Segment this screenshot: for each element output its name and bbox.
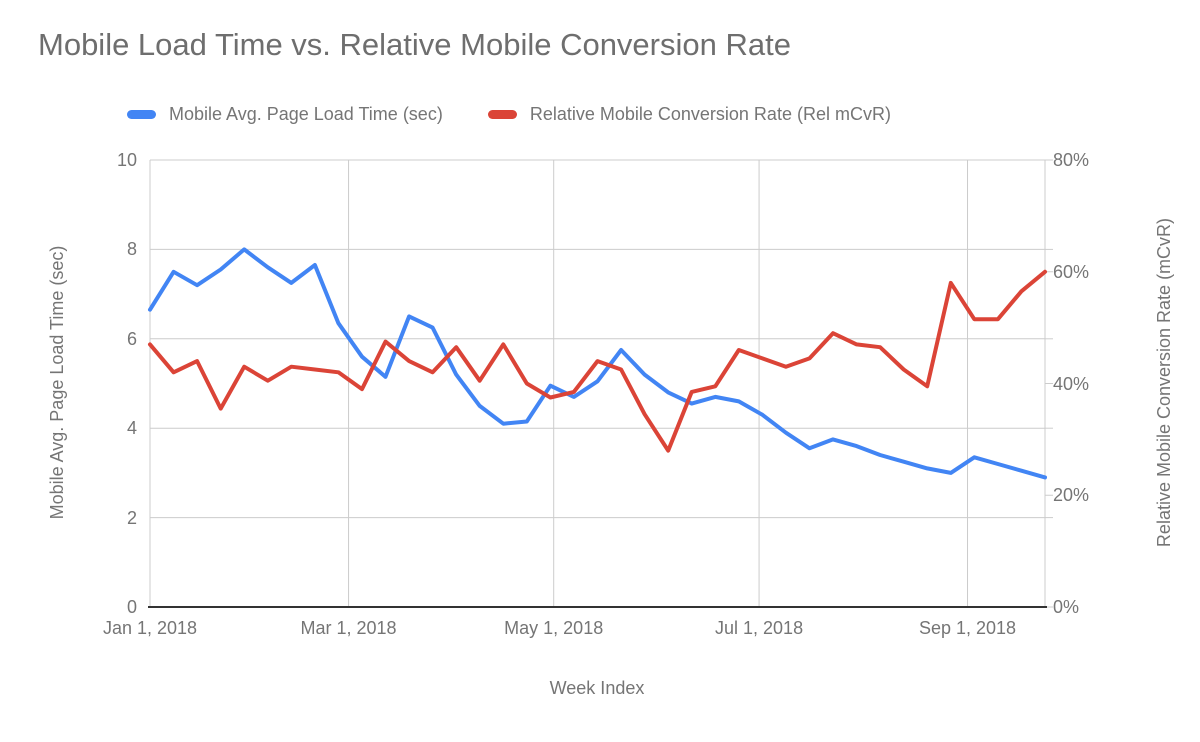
y-left-tick-label: 2: [126, 507, 137, 528]
x-tick-label: Jan 1, 2018: [102, 618, 198, 638]
y-left-tick-label: 10: [116, 150, 137, 170]
y-left-axis-title: Mobile Avg. Page Load Time (sec): [47, 245, 67, 520]
chart-title: Mobile Load Time vs. Relative Mobile Con…: [38, 27, 791, 62]
x-tick-label: Jul 1, 2018: [715, 618, 804, 638]
x-axis-title: Week Index: [549, 678, 645, 698]
y-right-tick-label: 60%: [1053, 261, 1090, 282]
x-tick-label: Mar 1, 2018: [300, 618, 397, 638]
legend: Mobile Avg. Page Load Time (sec) Relative…: [127, 101, 891, 127]
y-right-tick-label: 0%: [1053, 597, 1080, 617]
y-right-tick-label: 40%: [1053, 373, 1090, 394]
x-tick-label: Sep 1, 2018: [918, 618, 1017, 638]
y-left-tick-label: 0: [126, 597, 137, 617]
y-left-tick-label: 6: [126, 328, 137, 349]
series-line-load-time[interactable]: [148, 247, 1047, 480]
y-left-tick-label: 8: [126, 239, 137, 260]
y-right-axis-title: Relative Mobile Conversion Rate (mCvR): [1154, 217, 1174, 548]
y-right-tick-label: 20%: [1053, 485, 1090, 506]
legend-swatch-icon: [487, 109, 517, 119]
legend-swatch-icon: [127, 109, 156, 119]
series-line-conversion-rate[interactable]: [148, 269, 1047, 453]
x-tick-label: May 1, 2018: [504, 618, 604, 638]
legend-item-0: Mobile Avg. Page Load Time (sec): [127, 104, 443, 125]
legend-item-1: Relative Mobile Conversion Rate (Rel mCv…: [487, 103, 891, 125]
y-right-tick-label: 80%: [1053, 150, 1090, 170]
legend-label: Mobile Avg. Page Load Time (sec): [169, 103, 443, 124]
legend-label: Relative Mobile Conversion Rate (Rel mCv…: [529, 103, 891, 124]
y-left-tick-label: 4: [126, 418, 137, 439]
